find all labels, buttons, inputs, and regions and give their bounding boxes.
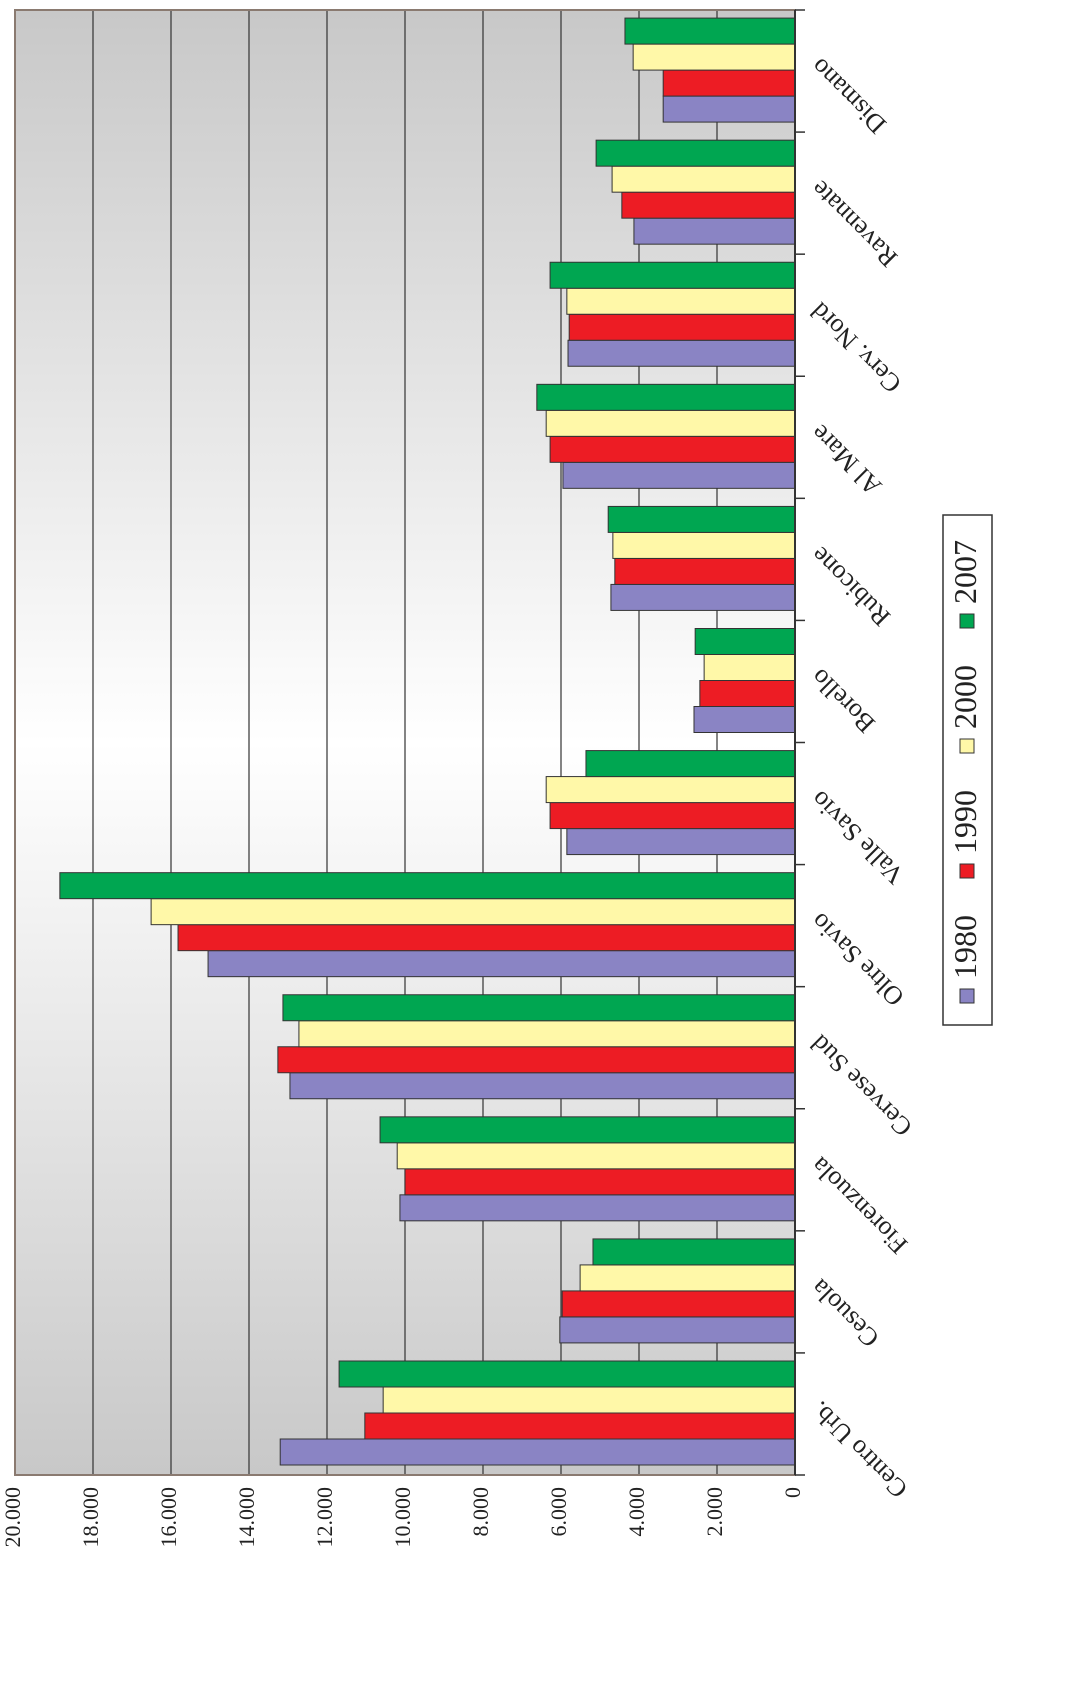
bar [561,1290,796,1318]
bar [364,1412,796,1440]
bar [566,828,796,856]
bar [562,461,796,489]
x-tick-label: Dismano [805,53,892,140]
x-tick-label: Oltre Savio [805,907,910,1012]
bar [699,680,796,707]
x-tick-label: Borello [805,663,881,739]
y-tick-label: 8.000 [468,1487,493,1537]
legend-label: 1990 [947,790,983,854]
bar [177,924,796,952]
bar [662,95,796,123]
bar [399,1194,796,1222]
bar [568,313,796,341]
bar [632,43,796,71]
bar [559,1316,796,1344]
bar [396,1142,796,1170]
bar [633,217,796,245]
bar [703,654,796,681]
x-tick-label: Al Mare [805,419,887,501]
x-tick-label: Ravennate [805,175,903,273]
bar [382,1386,796,1414]
x-tick-label: Rubicone [805,541,896,632]
bar [549,435,796,463]
x-tick-label: Cerv. Nord [805,297,907,399]
x-tick-label: Valle Savio [805,785,910,890]
y-tick-label: 20.000 [0,1487,25,1548]
y-tick-label: 14.000 [234,1487,259,1548]
bar [545,409,796,437]
bar [567,339,796,367]
bar [610,583,796,611]
bar [277,1046,796,1074]
legend-label: 1980 [947,915,983,979]
rotated-chart: 0 2.000 4.000 6.000 8.000 10.000 12.000 14.000 1… [0,9,993,1548]
bar [289,1072,796,1100]
legend-swatch [959,988,975,1004]
bar [595,139,796,167]
legend-label: 2007 [947,540,983,604]
bar [612,531,796,559]
bar [338,1360,796,1388]
bar [298,1020,796,1048]
bar [585,750,796,778]
bar [694,628,796,655]
bar [662,69,796,97]
legend-swatch [959,738,975,754]
y-tick-label: 18.000 [78,1487,103,1548]
y-tick-label: 10.000 [390,1487,415,1548]
bar [566,287,796,315]
y-tick-label: 2.000 [702,1487,727,1537]
bar [621,191,796,219]
x-tick-label: Centro Urb. [805,1395,913,1503]
bar [545,776,796,804]
bar [614,557,796,585]
bar [579,1264,796,1292]
x-tick-label: Cervese Sud [805,1029,918,1142]
bar [549,802,796,830]
bar [693,706,796,733]
y-tick-label: 16.000 [156,1487,181,1548]
legend-label: 2000 [947,665,983,729]
bar [379,1116,796,1144]
bar [611,165,796,193]
y-tick-label: 6.000 [546,1487,571,1537]
y-tick-label: 4.000 [624,1487,649,1537]
bar [282,994,796,1022]
bar [404,1168,796,1196]
y-tick-label: 0 [780,1487,805,1498]
bar [549,261,796,289]
bar [59,872,796,900]
y-tick-label: 12.000 [312,1487,337,1548]
legend-box [942,514,993,1026]
bar [536,383,796,411]
bar [607,505,796,533]
legend-swatch [959,863,975,879]
x-tick-label: Cesuola [805,1273,885,1353]
bar [592,1238,796,1266]
x-tick-label: Fiorenzuola [805,1151,914,1260]
legend-swatch [959,613,975,629]
bar [279,1438,796,1466]
bar [624,17,796,45]
bar [207,950,796,978]
bar [150,898,796,926]
